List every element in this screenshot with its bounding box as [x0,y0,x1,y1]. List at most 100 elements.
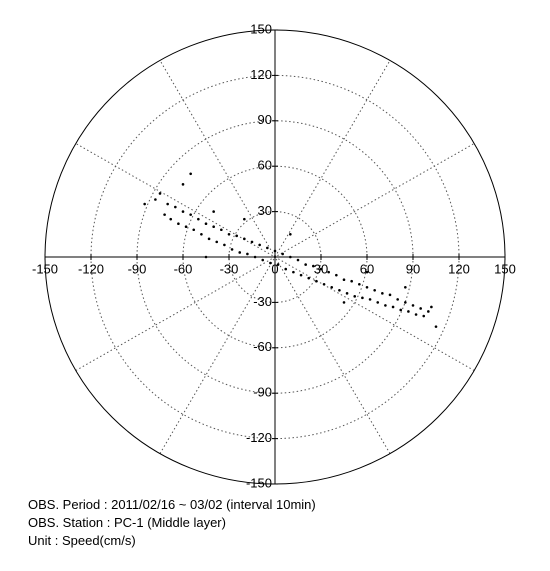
point [388,293,392,297]
x-tick-label: -90 [128,261,147,276]
point [368,298,372,301]
point [289,255,292,259]
point [434,325,438,328]
point [361,296,364,300]
point [335,273,338,277]
point [227,233,231,236]
annotation: OBS. Station : PC-1 (Middle layer) [28,515,226,530]
point [215,240,219,244]
point [312,264,315,268]
point [276,263,280,266]
point [427,310,430,313]
point [292,270,295,274]
point [250,240,254,244]
point [281,252,284,256]
point [365,270,369,274]
point [307,276,311,280]
point [365,285,369,289]
point [235,234,238,238]
point [223,243,226,247]
point [353,295,357,298]
point [319,267,323,271]
y-tick-label: 60 [258,158,272,173]
point [296,258,300,262]
point [430,305,433,309]
x-tick-label: -150 [32,261,58,276]
y-tick-label: 30 [258,203,272,218]
point [422,314,426,318]
point [243,237,246,241]
y-tick-label: -60 [253,339,272,354]
point [391,305,395,309]
y-tick-label: 120 [250,67,272,82]
point [322,282,326,286]
point [204,255,208,259]
point [304,263,307,266]
point [177,222,180,226]
point [174,205,177,209]
point [342,278,346,282]
point [381,292,384,295]
y-tick-label: -150 [246,475,272,490]
y-tick-label: 90 [258,112,272,127]
point [181,183,185,186]
point [169,217,173,221]
x-tick-label: 0 [271,261,278,276]
point [258,243,261,247]
point [376,301,380,304]
point [212,225,215,229]
point [404,301,407,304]
point [166,202,169,206]
point [396,298,399,301]
x-tick-label: -60 [174,261,193,276]
point [189,213,192,216]
y-tick-label: -120 [246,430,272,445]
point [143,202,146,206]
point [269,261,272,265]
point [184,225,188,229]
x-tick-label: 150 [494,261,516,276]
point [411,304,415,307]
point [197,217,200,221]
y-tick-label: -30 [253,294,272,309]
x-tick-label: 120 [448,261,470,276]
point [246,252,249,256]
point [266,246,269,250]
point [181,210,185,213]
point [253,255,257,259]
point [154,198,157,201]
point [261,258,265,262]
point [330,285,334,289]
x-tick-label: 90 [406,261,420,276]
point [373,288,376,292]
x-tick-label: -30 [220,261,239,276]
point [338,288,341,292]
point [284,267,288,271]
point [238,251,242,254]
point [315,279,318,283]
annotation: OBS. Period : 2011/02/16 ~ 03/02 (interv… [28,497,316,512]
point [384,304,387,307]
point [158,192,162,195]
point [163,213,166,216]
annotation: Unit : Speed(cm/s) [28,533,136,548]
point [200,233,203,236]
point [399,308,403,312]
point [414,313,418,316]
point [243,217,246,221]
point [419,307,422,310]
point [345,292,349,295]
point [358,282,361,286]
x-tick-label: 60 [360,261,374,276]
point [350,279,353,283]
point [220,228,223,232]
point [404,285,407,289]
point [327,270,330,274]
point [192,228,196,232]
point [230,248,234,251]
point [342,301,346,304]
point [189,172,192,176]
point [212,210,215,213]
x-tick-label: -120 [78,261,104,276]
